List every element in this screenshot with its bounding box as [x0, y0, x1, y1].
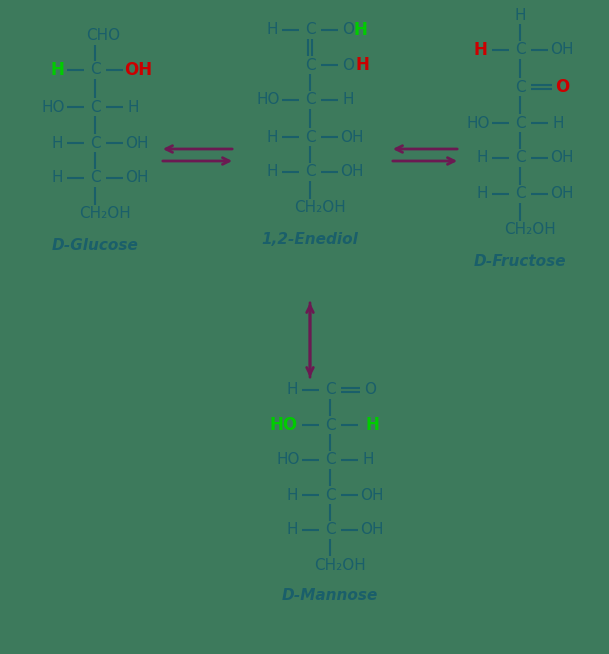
Text: CH₂OH: CH₂OH	[294, 201, 346, 216]
Text: H: H	[266, 22, 278, 37]
Text: CH₂OH: CH₂OH	[79, 207, 131, 222]
Text: HO: HO	[270, 416, 298, 434]
Text: O: O	[364, 383, 376, 398]
Text: C: C	[515, 116, 526, 131]
Text: D-Mannose: D-Mannose	[282, 587, 378, 602]
Text: CH₂OH: CH₂OH	[314, 557, 366, 572]
Text: HO: HO	[256, 92, 280, 107]
Text: C: C	[325, 417, 336, 432]
Text: D-Fructose: D-Fructose	[474, 254, 566, 269]
Text: C: C	[90, 63, 100, 78]
Text: H: H	[51, 171, 63, 186]
Text: OH: OH	[551, 150, 574, 165]
Text: H: H	[473, 41, 487, 59]
Text: C: C	[515, 186, 526, 201]
Text: CHO: CHO	[86, 27, 120, 43]
Text: HO: HO	[41, 99, 65, 114]
Text: C: C	[515, 43, 526, 58]
Text: H: H	[476, 186, 488, 201]
Text: 1,2-Enediol: 1,2-Enediol	[261, 233, 359, 247]
Text: H: H	[286, 487, 298, 502]
Text: CH₂OH: CH₂OH	[504, 222, 556, 237]
Text: OH: OH	[361, 487, 384, 502]
Text: OH: OH	[551, 43, 574, 58]
Text: C: C	[325, 523, 336, 538]
Text: H: H	[342, 92, 354, 107]
Text: OH: OH	[340, 129, 364, 145]
Text: O: O	[342, 58, 354, 73]
Text: HO: HO	[466, 116, 490, 131]
Text: OH: OH	[551, 186, 574, 201]
Text: OH: OH	[340, 165, 364, 179]
Text: OH: OH	[124, 61, 152, 79]
Text: H: H	[266, 129, 278, 145]
Text: H: H	[355, 56, 369, 74]
Text: H: H	[552, 116, 564, 131]
Text: C: C	[325, 487, 336, 502]
Text: OH: OH	[125, 171, 149, 186]
Text: H: H	[266, 165, 278, 179]
Text: C: C	[325, 383, 336, 398]
Text: C: C	[304, 92, 315, 107]
Text: C: C	[304, 22, 315, 37]
Text: H: H	[514, 7, 526, 22]
Text: H: H	[286, 523, 298, 538]
Text: C: C	[515, 150, 526, 165]
Text: C: C	[325, 453, 336, 468]
Text: H: H	[476, 150, 488, 165]
Text: C: C	[90, 171, 100, 186]
Text: D-Glucose: D-Glucose	[52, 239, 138, 254]
Text: C: C	[304, 129, 315, 145]
Text: O: O	[555, 78, 569, 96]
Text: HO: HO	[276, 453, 300, 468]
Text: H: H	[51, 135, 63, 150]
Text: O: O	[342, 22, 354, 37]
Text: OH: OH	[361, 523, 384, 538]
Text: OH: OH	[125, 135, 149, 150]
Text: H: H	[362, 453, 374, 468]
Text: C: C	[515, 80, 526, 94]
Text: C: C	[90, 99, 100, 114]
Text: H: H	[286, 383, 298, 398]
Text: H: H	[50, 61, 64, 79]
Text: C: C	[304, 58, 315, 73]
Text: H: H	[353, 21, 367, 39]
Text: H: H	[127, 99, 139, 114]
Text: C: C	[90, 135, 100, 150]
Text: H: H	[365, 416, 379, 434]
Text: C: C	[304, 165, 315, 179]
